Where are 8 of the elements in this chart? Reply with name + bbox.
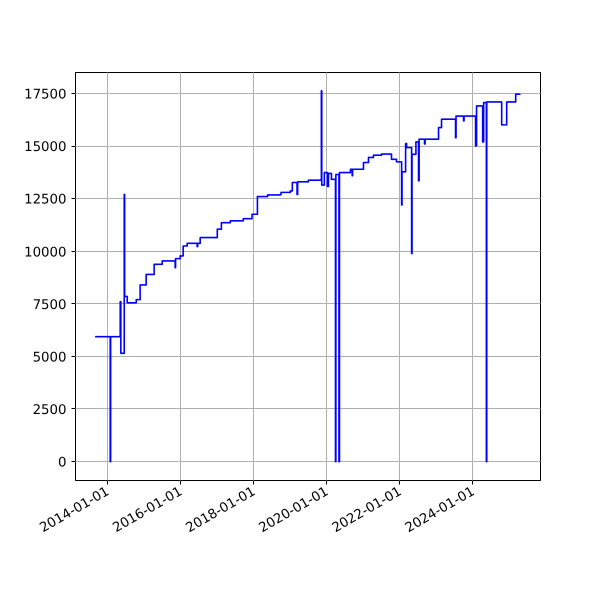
y-tick-label: 5000 bbox=[32, 350, 67, 366]
y-tick-label: 17500 bbox=[24, 88, 67, 103]
y-tick-label: 10000 bbox=[24, 245, 67, 260]
y-tick-label: 0 bbox=[58, 456, 67, 471]
y-tick-label: 2500 bbox=[32, 402, 67, 418]
y-tick-label: 7500 bbox=[32, 298, 67, 313]
y-tick-label: 12500 bbox=[24, 192, 67, 208]
y-tick-label: 15000 bbox=[24, 140, 67, 156]
